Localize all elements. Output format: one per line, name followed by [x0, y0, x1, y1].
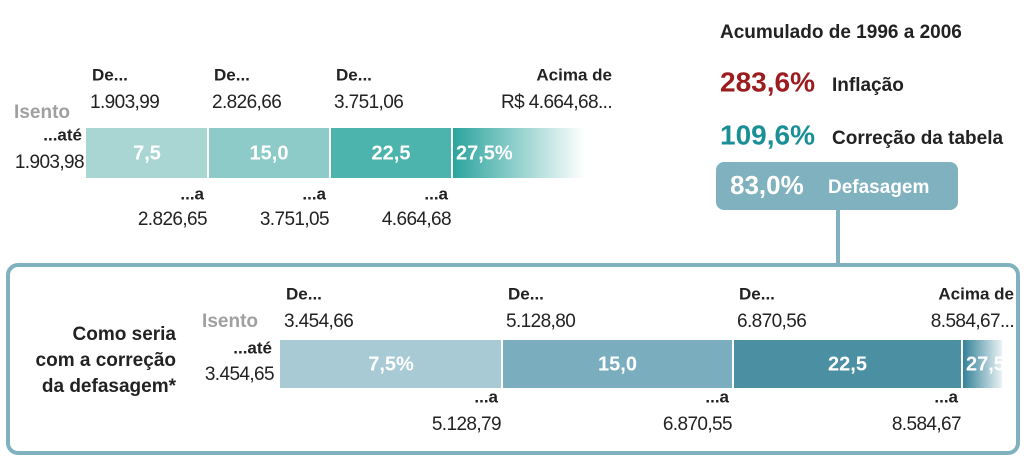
to-label: ...a	[934, 387, 958, 406]
bracket-bar	[962, 340, 1002, 388]
gap-box	[716, 162, 958, 210]
to-value: 4.664,68	[382, 209, 451, 230]
from-label: De...	[214, 65, 250, 84]
bracket-rate: 27,5	[966, 353, 1005, 375]
inflation-label: Inflação	[832, 75, 904, 96]
from-label: Acima de	[938, 284, 1014, 303]
bracket-bar	[452, 128, 585, 178]
to-label: ...a	[474, 387, 498, 406]
from-label: De...	[286, 284, 322, 303]
to-value: 5.128,79	[432, 414, 501, 435]
from-value: 1.903,99	[90, 92, 159, 113]
from-value: 3.454,66	[284, 311, 353, 332]
exempt-label: Isento	[202, 311, 258, 332]
bracket-rate: 27,5%	[456, 142, 513, 164]
bracket-rate: 22,5	[828, 353, 867, 375]
inflation-value: 283,6%	[720, 66, 815, 97]
to-value: 3.751,05	[260, 209, 329, 230]
corrected-frame	[6, 263, 1020, 455]
correction-label: Correção da tabela	[832, 128, 1003, 149]
bracket-rate: 7,5%	[368, 353, 414, 375]
bracket-rate: 7,5	[133, 142, 161, 164]
bracket-bar	[208, 128, 330, 178]
to-label: ...a	[705, 387, 729, 406]
bracket-rate: 22,5	[372, 142, 411, 164]
bracket-rate: 15,0	[250, 142, 289, 164]
from-label: De...	[508, 284, 544, 303]
from-value: 3.751,06	[334, 92, 403, 113]
from-value: 2.826,66	[212, 92, 281, 113]
exempt-value: 1.903,98	[15, 152, 84, 173]
exempt-value: 3.454,65	[205, 364, 274, 385]
bracket-bar	[733, 340, 962, 388]
caption-line: Como seria	[73, 324, 177, 345]
caption-line: com a correção	[36, 350, 176, 371]
caption-line: da defasagem*	[42, 376, 177, 397]
bracket-rate: 15,0	[598, 353, 637, 375]
from-value: R$ 4.664,68...	[501, 92, 612, 113]
from-value: 6.870,56	[737, 311, 806, 332]
exempt-upto: ...até	[43, 125, 82, 144]
gap-value: 83,0%	[730, 170, 804, 200]
to-value: 8.584,67	[892, 414, 961, 435]
summary-title: Acumulado de 1996 a 2006	[720, 22, 962, 43]
to-label: ...a	[302, 184, 326, 203]
from-label: De...	[92, 65, 128, 84]
exempt-upto: ...até	[233, 338, 272, 357]
bracket-bar	[280, 340, 502, 388]
gap-label: Defasagem	[828, 177, 929, 198]
bracket-bar	[502, 340, 733, 388]
to-label: ...a	[424, 184, 448, 203]
from-label: De...	[336, 65, 372, 84]
bracket-bar	[86, 128, 208, 178]
bracket-bar	[330, 128, 452, 178]
from-value: 8.584,67...	[931, 311, 1014, 332]
from-value: 5.128,80	[506, 311, 575, 332]
to-value: 6.870,55	[663, 414, 732, 435]
from-label: De...	[739, 284, 775, 303]
from-label: Acima de	[536, 65, 612, 84]
exempt-label: Isento	[14, 102, 70, 123]
correction-value: 109,6%	[720, 119, 815, 150]
to-label: ...a	[180, 184, 204, 203]
to-value: 2.826,65	[138, 209, 207, 230]
